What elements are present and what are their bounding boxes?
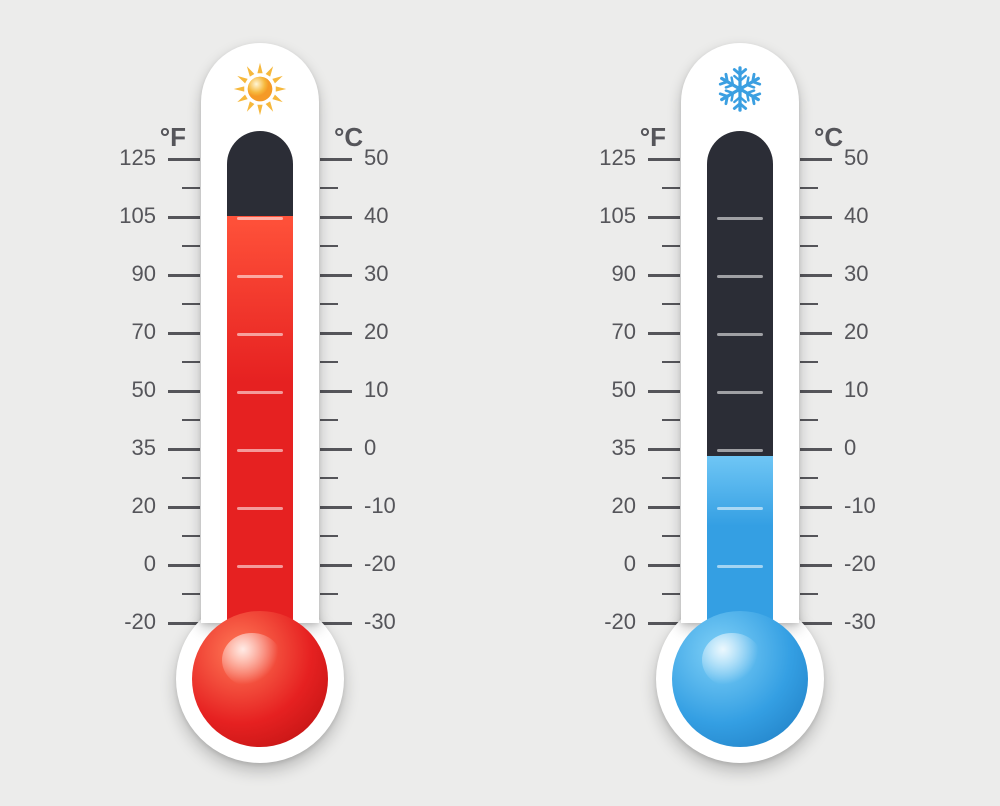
tick-value: 50 bbox=[364, 145, 388, 171]
tick-value: 50 bbox=[844, 145, 868, 171]
tick-value: -30 bbox=[364, 609, 396, 635]
tick-value: 30 bbox=[844, 261, 868, 287]
tick-value: 10 bbox=[364, 377, 388, 403]
unit-label-c: °C bbox=[814, 122, 843, 153]
thermometer-bulb bbox=[672, 611, 808, 747]
tick-value: -20 bbox=[604, 609, 636, 635]
thermometer-tube bbox=[227, 131, 293, 631]
tick-value: 30 bbox=[364, 261, 388, 287]
thermometer-fill bbox=[227, 216, 293, 631]
thermometer-hot: °F12510590705035200-20 °C50403020100-10-… bbox=[80, 43, 440, 763]
tick-value: 0 bbox=[364, 435, 376, 461]
tick-value: 0 bbox=[624, 551, 636, 577]
thermometer-tube bbox=[707, 131, 773, 631]
tick-value: 50 bbox=[612, 377, 636, 403]
tick-value: 10 bbox=[844, 377, 868, 403]
tick-value: 0 bbox=[144, 551, 156, 577]
thermometer-cold: °F12510590705035200-20 °C50403020100-10-… bbox=[560, 43, 920, 763]
thermometer-fill bbox=[707, 456, 773, 631]
unit-label-f: °F bbox=[640, 122, 666, 153]
tick-value: 90 bbox=[612, 261, 636, 287]
tick-value: -20 bbox=[844, 551, 876, 577]
tick-value: 40 bbox=[844, 203, 868, 229]
tick-value: 40 bbox=[364, 203, 388, 229]
scale-celsius: °C50403020100-10-20-30 bbox=[320, 158, 440, 623]
tick-value: 125 bbox=[119, 145, 156, 171]
tick-value: 20 bbox=[612, 493, 636, 519]
tick-value: 0 bbox=[844, 435, 856, 461]
snowflake-icon bbox=[712, 61, 768, 117]
tick-value: 90 bbox=[132, 261, 156, 287]
scale-fahrenheit: °F12510590705035200-20 bbox=[80, 158, 200, 623]
unit-label-f: °F bbox=[160, 122, 186, 153]
tick-value: -30 bbox=[844, 609, 876, 635]
scale-fahrenheit: °F12510590705035200-20 bbox=[560, 158, 680, 623]
tick-value: 35 bbox=[612, 435, 636, 461]
tick-value: -10 bbox=[364, 493, 396, 519]
tick-value: 35 bbox=[132, 435, 156, 461]
tick-value: 20 bbox=[132, 493, 156, 519]
tick-value: 105 bbox=[599, 203, 636, 229]
scale-celsius: °C50403020100-10-20-30 bbox=[800, 158, 920, 623]
tick-value: -10 bbox=[844, 493, 876, 519]
tick-value: 105 bbox=[119, 203, 156, 229]
tick-value: 125 bbox=[599, 145, 636, 171]
tick-value: 20 bbox=[844, 319, 868, 345]
thermometer-bulb bbox=[192, 611, 328, 747]
sun-icon bbox=[232, 61, 288, 117]
tick-value: -20 bbox=[364, 551, 396, 577]
tick-value: 70 bbox=[132, 319, 156, 345]
tick-value: 50 bbox=[132, 377, 156, 403]
tick-value: -20 bbox=[124, 609, 156, 635]
tick-value: 20 bbox=[364, 319, 388, 345]
tick-value: 70 bbox=[612, 319, 636, 345]
unit-label-c: °C bbox=[334, 122, 363, 153]
